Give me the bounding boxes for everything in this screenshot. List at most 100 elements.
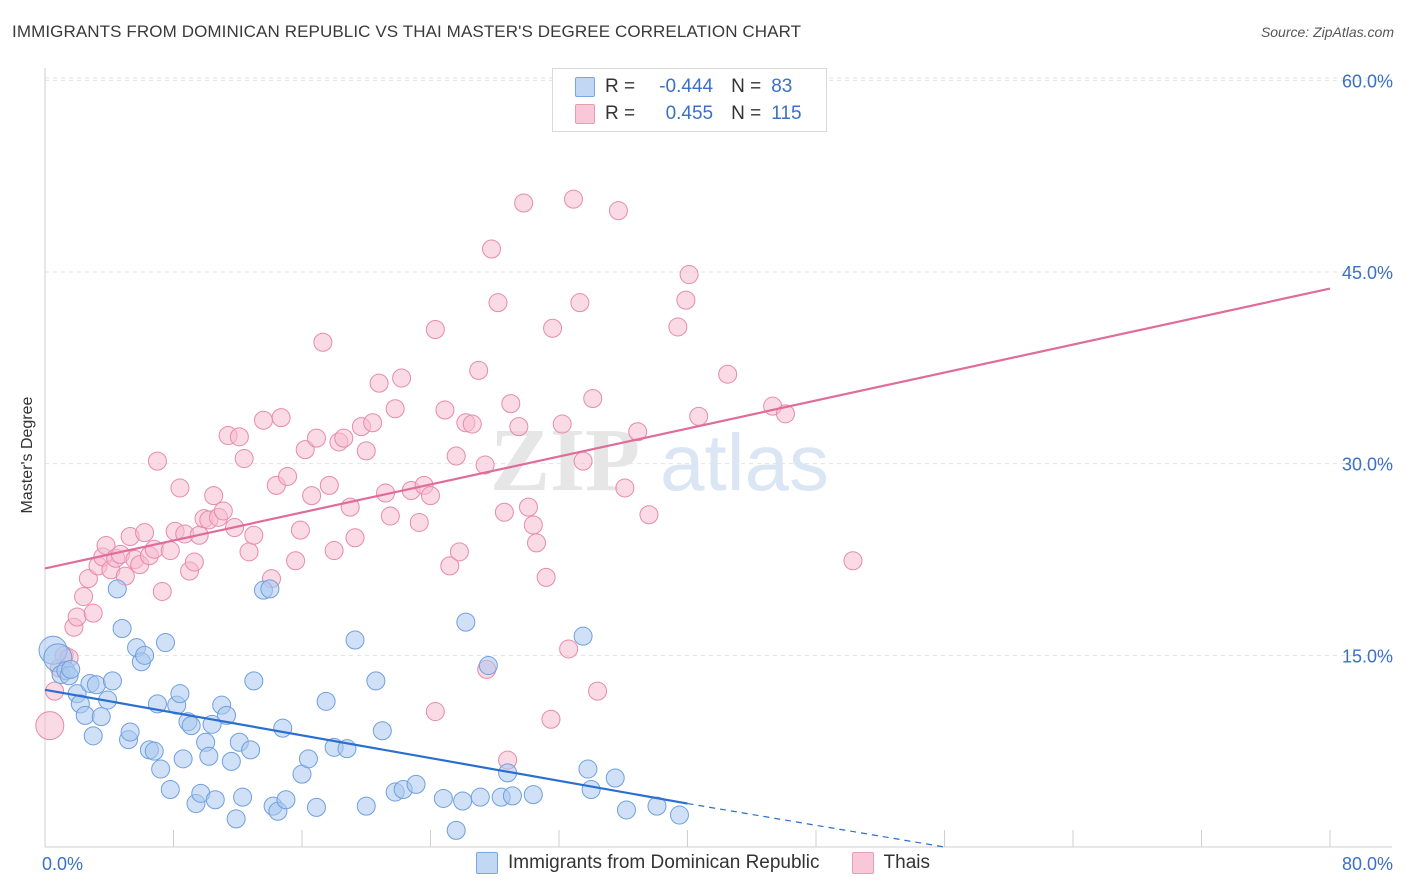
data-point xyxy=(527,533,547,553)
data-point xyxy=(668,317,688,337)
data-point xyxy=(469,360,489,380)
data-point xyxy=(345,630,365,650)
chart-title: IMMIGRANTS FROM DOMINICAN REPUBLIC VS TH… xyxy=(12,22,802,41)
data-point xyxy=(372,721,392,741)
y-tick-label: 60.0% xyxy=(1342,71,1393,91)
data-point xyxy=(440,556,460,576)
data-point xyxy=(290,520,310,540)
data-point xyxy=(278,466,298,486)
trend-line-dominican xyxy=(44,688,688,805)
data-point xyxy=(518,497,538,517)
tick-labels: 15.0% 30.0% 45.0% 60.0% 0.0% 80.0% xyxy=(42,71,1393,874)
data-point xyxy=(160,541,180,561)
data-point xyxy=(298,749,318,769)
data-point xyxy=(501,394,521,414)
data-point xyxy=(369,373,389,393)
data-point xyxy=(446,446,466,466)
data-point xyxy=(425,320,445,339)
data-point xyxy=(313,332,333,352)
data-point xyxy=(482,239,502,259)
data-point xyxy=(583,389,603,408)
data-point xyxy=(552,414,572,434)
data-point xyxy=(356,796,376,816)
data-point xyxy=(449,542,469,562)
data-point xyxy=(78,569,98,589)
data-point xyxy=(843,551,863,571)
data-point xyxy=(573,451,593,471)
data-point xyxy=(628,422,648,442)
legend-n-value: 115 xyxy=(771,103,802,124)
data-point xyxy=(316,691,336,711)
data-point xyxy=(170,684,190,704)
data-point xyxy=(616,800,636,820)
stats-legend: R = -0.444 N = 83 R = 0.455 N = 115 xyxy=(552,68,827,132)
data-point xyxy=(233,787,253,807)
data-point xyxy=(502,786,522,806)
x-tick-label-max: 80.0% xyxy=(1342,854,1393,874)
data-point xyxy=(286,551,306,571)
data-point xyxy=(184,552,204,572)
data-point xyxy=(276,790,296,810)
data-point xyxy=(144,741,164,761)
legend-r-value: -0.444 xyxy=(659,76,714,97)
data-point xyxy=(536,567,556,587)
data-point xyxy=(406,774,426,794)
data-point xyxy=(324,541,344,561)
data-point xyxy=(229,427,249,447)
x-tick-label-min: 0.0% xyxy=(42,854,83,874)
data-point xyxy=(67,607,87,627)
data-point xyxy=(475,455,495,475)
data-point xyxy=(775,404,795,424)
legend-n-label: N = xyxy=(731,76,762,97)
legend-r-value: 0.455 xyxy=(665,103,714,124)
data-point xyxy=(112,619,132,638)
data-point xyxy=(319,475,339,495)
data-point xyxy=(75,705,95,725)
data-point xyxy=(205,790,225,810)
data-point xyxy=(302,486,322,506)
data-point xyxy=(213,501,233,521)
data-point xyxy=(61,659,81,679)
data-point xyxy=(204,486,224,506)
data-point xyxy=(689,406,709,426)
data-point xyxy=(244,525,264,545)
legend-item-thais: Thais xyxy=(851,852,930,874)
data-point xyxy=(514,193,534,213)
data-point xyxy=(273,718,293,738)
data-point xyxy=(363,413,383,433)
legend-swatch-blue xyxy=(575,77,595,97)
data-point xyxy=(271,408,291,428)
data-point xyxy=(385,399,405,419)
y-tick-label: 30.0% xyxy=(1342,455,1393,475)
legend-swatch-pink xyxy=(575,104,595,124)
legend-label-dominican: Immigrants from Dominican Republic xyxy=(508,852,820,873)
data-point xyxy=(462,414,482,434)
data-point xyxy=(199,746,219,766)
y-tick-label: 15.0% xyxy=(1342,646,1393,666)
data-point xyxy=(523,515,543,535)
data-point xyxy=(559,639,579,659)
data-point xyxy=(488,293,508,313)
data-point xyxy=(35,711,65,741)
y-tick-label: 45.0% xyxy=(1342,263,1393,283)
data-point xyxy=(155,633,175,653)
data-point xyxy=(91,707,111,727)
gridlines xyxy=(45,77,1392,656)
data-point xyxy=(588,681,608,701)
data-point xyxy=(74,587,94,607)
legend-swatch-pink xyxy=(851,852,874,874)
data-point xyxy=(523,785,543,805)
data-point xyxy=(563,189,583,209)
data-point xyxy=(147,451,167,471)
legend-n-value: 83 xyxy=(771,76,793,97)
data-point xyxy=(151,759,171,779)
data-point xyxy=(470,787,490,807)
data-point xyxy=(83,603,103,623)
data-point xyxy=(306,797,326,817)
data-point xyxy=(253,410,273,430)
data-point xyxy=(446,820,466,840)
data-point xyxy=(676,290,696,310)
chart-source: Source: ZipAtlas.com xyxy=(1260,24,1394,40)
legend-r-label: R = xyxy=(605,76,636,97)
